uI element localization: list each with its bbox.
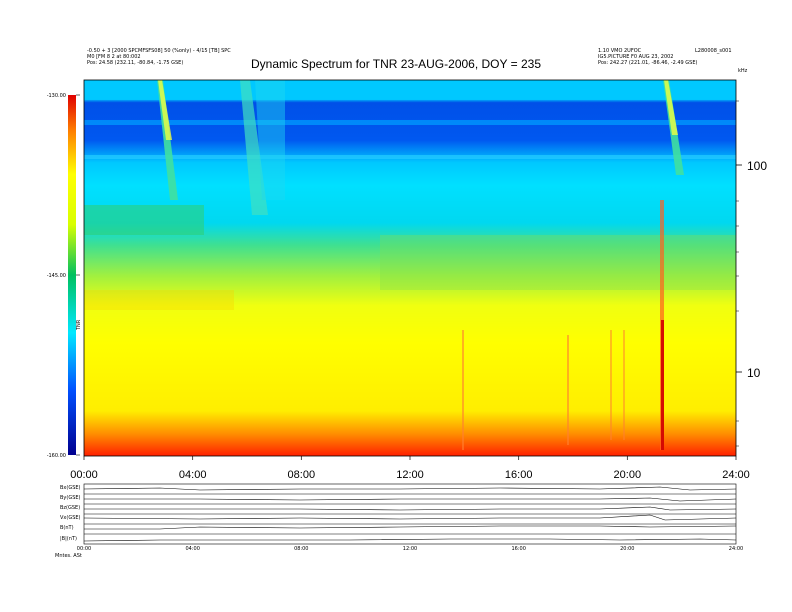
panel-label-2: By(GSE) — [60, 495, 81, 501]
time-axis-ticks — [83, 456, 737, 460]
panel-label-1: Bx(GSE) — [60, 485, 81, 491]
time-tick-00: 00:00 — [70, 469, 98, 481]
burst-3 — [663, 80, 684, 175]
colorbar — [68, 95, 76, 455]
time-tick-24: 24:00 — [722, 469, 750, 481]
panel-label-5: |B|(nT) — [60, 536, 77, 542]
bottom-tick-16: 16:00 — [511, 546, 525, 552]
colorbar-tick-top: -130.00 — [47, 93, 66, 99]
bottom-tick-04: 04:00 — [185, 546, 199, 552]
header-right-info: 1.10 VMO 2UFOC IG5.PICTURE F0 AUG 23, 20… — [598, 48, 697, 66]
bottom-tick-00: 00:00 — [77, 546, 91, 552]
bottom-tick-24: 24:00 — [729, 546, 743, 552]
time-tick-20: 20:00 — [614, 469, 642, 481]
freq-tick-100: 100 — [747, 159, 767, 173]
header-left-line-1: -0.50 + 3 [2000 SPCMFSFS08] 50 (%only) -… — [87, 48, 231, 54]
colorbar-label: TNR — [76, 319, 82, 331]
panel-label-4: Vx(GSE) — [60, 515, 81, 521]
colorbar-tick-mid: -145.00 — [47, 273, 66, 279]
header-right-line-2: IG5.PICTURE F0 AUG 23, 2002 — [598, 54, 674, 60]
panel-label-0: B(nT) — [60, 525, 74, 531]
bottom-left-label: Mntes. ASt — [55, 553, 82, 559]
bottom-tick-08: 08:00 — [294, 546, 308, 552]
parameter-panels — [83, 483, 737, 545]
time-tick-16: 16:00 — [505, 469, 533, 481]
panel-label-3: Bz(GSE) — [60, 505, 80, 511]
burst-1 — [157, 80, 178, 200]
bottom-tick-12: 12:00 — [403, 546, 417, 552]
header-left-line-2: M0 [FM 8 2 at 80:002 — [87, 54, 141, 60]
freq-unit: kHz — [738, 68, 748, 74]
header-right-top: L280008_s001 — [695, 48, 732, 54]
time-tick-04: 04:00 — [179, 469, 207, 481]
bottom-tick-20: 20:00 — [620, 546, 634, 552]
time-tick-08: 08:00 — [288, 469, 316, 481]
chart-title: Dynamic Spectrum for TNR 23-AUG-2006, DO… — [250, 57, 541, 71]
time-tick-12: 12:00 — [396, 469, 424, 481]
spectrogram-area — [84, 80, 736, 456]
header-right-line-3: Pos: 242.27 (221.01, -86.46, -2.49 GSE) — [598, 60, 698, 66]
header-left-line-3: Pos: 24.58 (232.11, -80.84, -1.75 GSE) — [87, 60, 184, 66]
colorbar-tick-bottom: -160.00 — [47, 453, 66, 459]
freq-tick-10: 10 — [747, 366, 761, 380]
burst-2 — [240, 80, 285, 215]
header-left-info: -0.50 + 3 [2000 SPCMFSFS08] 50 (%only) -… — [87, 48, 231, 66]
header-right-line-1: 1.10 VMO 2UFOC — [598, 48, 642, 54]
